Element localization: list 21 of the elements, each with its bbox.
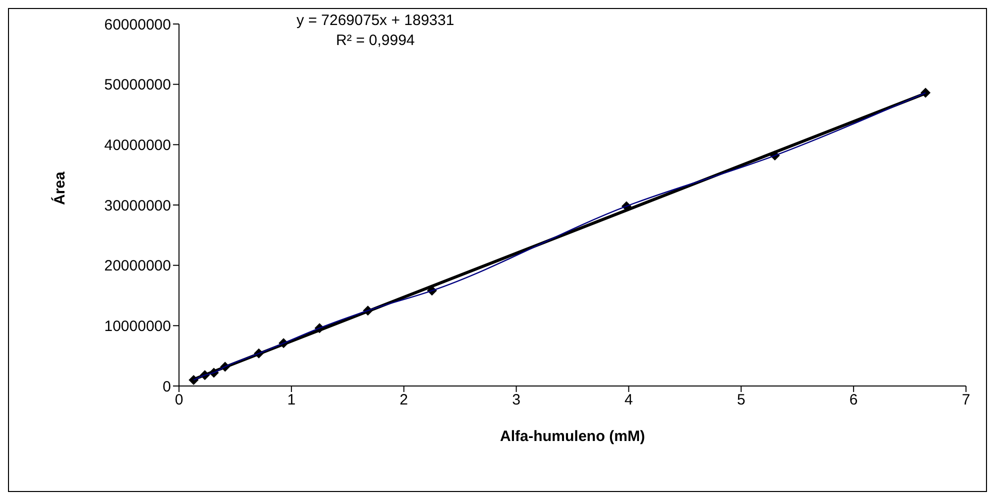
x-tick-label: 6: [849, 392, 858, 409]
x-axis-title: Alfa-humuleno (mM): [500, 428, 645, 445]
point: [188, 374, 199, 385]
y-tick-label: 0: [162, 378, 171, 396]
annotation: y = 7269075x + 189331: [296, 12, 454, 29]
y-axis-title: Área: [50, 170, 68, 205]
x-tick-label: 2: [400, 392, 408, 409]
y-tick-label: 30000000: [104, 197, 171, 214]
y-tick-label: 60000000: [104, 16, 171, 34]
x-tick-label: 7: [962, 392, 970, 409]
x-tick-label: 5: [736, 392, 746, 409]
x-tick-label: 4: [624, 392, 633, 409]
point: [920, 88, 931, 98]
y-tick-label: 40000000: [104, 136, 171, 154]
annotation: R² = 0,9994: [336, 32, 415, 49]
x-tick-label: 1: [287, 392, 296, 409]
y-tick-label: 20000000: [104, 258, 171, 275]
y-tick-label: 50000000: [104, 76, 171, 94]
x-tick-label: 0: [174, 392, 184, 409]
y-tick-label: 10000000: [104, 318, 171, 335]
x-tick-label: 3: [512, 392, 520, 409]
